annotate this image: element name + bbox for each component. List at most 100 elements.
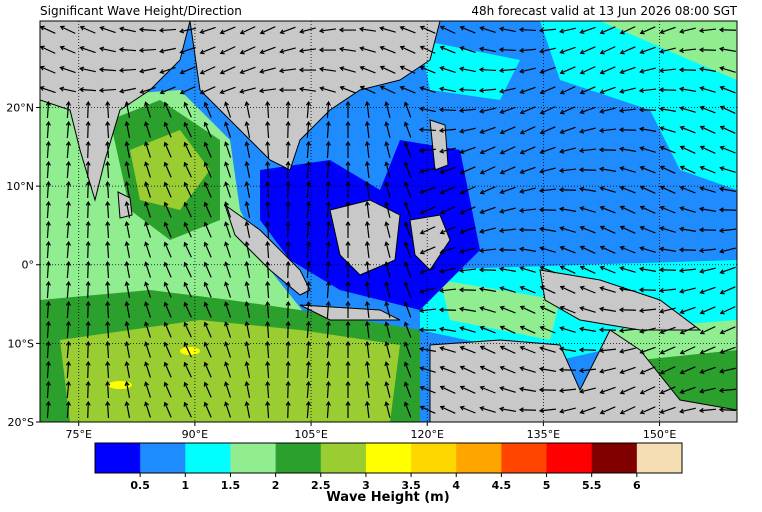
arrow [163, 281, 172, 298]
arrow [719, 145, 736, 154]
arrow [439, 186, 456, 195]
arrow [325, 320, 331, 339]
arrow [278, 87, 297, 93]
arrow [399, 85, 416, 94]
arrow [419, 86, 436, 94]
colorbar: 0.5 1 1.5 2 2.5 3 3.5 4 4.5 5 5.5 6 [94, 442, 683, 492]
arrow [124, 361, 131, 378]
arrow [539, 346, 556, 353]
arrow [638, 287, 657, 293]
arrow [384, 141, 391, 158]
arrow [579, 285, 596, 294]
arrow [244, 221, 251, 238]
arrow [679, 125, 696, 134]
arrow [98, 67, 117, 73]
arrow [419, 366, 436, 373]
arrow [658, 106, 676, 112]
colorbar-swatch [636, 443, 683, 473]
lon-label: 75°E [65, 428, 91, 441]
arrow [598, 147, 617, 153]
arrow [265, 120, 271, 139]
arrow [203, 161, 212, 178]
arrow [598, 128, 617, 134]
arrow [244, 121, 251, 138]
arrow [285, 360, 291, 379]
arrow [305, 200, 311, 219]
arrow [265, 100, 271, 119]
arrow [65, 360, 71, 379]
arrow [359, 85, 376, 94]
arrow [479, 206, 496, 215]
arrow [144, 201, 152, 218]
arrow [403, 401, 412, 418]
arrow [678, 86, 696, 92]
arrow [678, 247, 697, 253]
arrow [458, 268, 477, 274]
arrow [539, 325, 556, 334]
arrow [118, 47, 137, 53]
arrow [579, 46, 596, 55]
arrows [40, 25, 737, 419]
arrow [199, 46, 216, 55]
arrow [518, 246, 536, 252]
arrow [659, 26, 676, 35]
arrow [659, 307, 676, 314]
arrow [139, 86, 156, 94]
arrow [298, 48, 317, 54]
arrow [498, 266, 516, 272]
arrow [338, 46, 357, 52]
arrow [459, 46, 476, 54]
arrow [305, 340, 311, 359]
arrow [619, 366, 636, 375]
colorbar-label: 6 [633, 479, 641, 492]
arrow [163, 381, 172, 398]
arrow [639, 366, 656, 375]
arrow [159, 86, 176, 95]
arrow [183, 341, 192, 358]
arrow [59, 65, 76, 74]
arrow [659, 226, 676, 233]
arrow [403, 201, 412, 218]
arrow [379, 65, 396, 74]
arrow [599, 186, 616, 193]
lon-label: 90°E [182, 428, 208, 441]
arrow [124, 221, 131, 238]
arrow [659, 205, 676, 214]
arrow [698, 407, 717, 414]
arrow [183, 401, 192, 418]
arrow [85, 300, 91, 319]
arrow [418, 127, 437, 133]
arrow [305, 140, 311, 159]
arrow [679, 145, 696, 154]
arrow [499, 87, 516, 94]
arrow [659, 346, 676, 355]
arrow [658, 87, 677, 93]
arrow [124, 381, 131, 398]
arrow [199, 66, 216, 75]
arrow [459, 186, 476, 195]
arrow [285, 340, 291, 359]
arrow [124, 161, 131, 178]
arrow [403, 301, 412, 318]
arrow [699, 387, 716, 394]
arrow [203, 301, 212, 318]
arrow [40, 45, 56, 54]
arrow [224, 101, 232, 118]
arrow [384, 101, 391, 118]
arrow [224, 321, 232, 338]
arrow [45, 400, 51, 419]
arrow [518, 227, 537, 233]
arrow [558, 187, 577, 193]
arrow [59, 86, 76, 93]
arrow [639, 346, 656, 355]
arrow [638, 88, 657, 94]
arrow [244, 401, 251, 418]
arrow [699, 286, 716, 295]
arrow [244, 381, 251, 398]
colorbar-swatch [275, 443, 322, 473]
arrow [144, 321, 152, 338]
arrow [285, 260, 291, 279]
arrow [419, 45, 436, 54]
arrow [364, 200, 370, 219]
